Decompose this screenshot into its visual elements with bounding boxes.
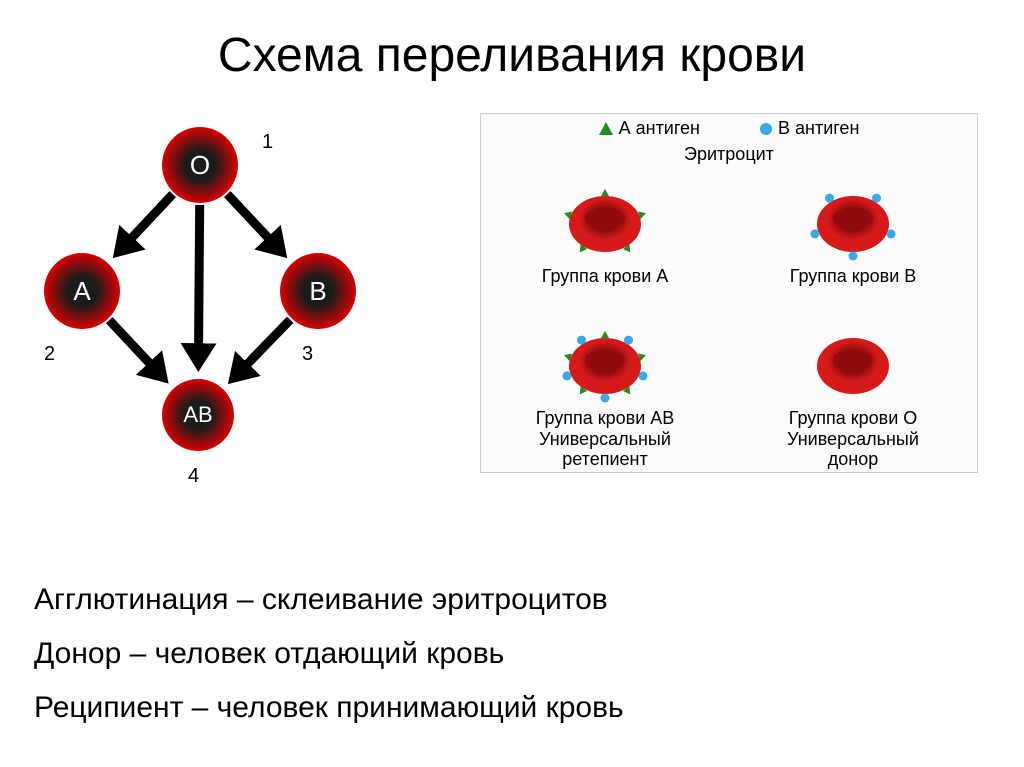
page-title: Схема переливания крови (0, 0, 1024, 83)
node-A: A (44, 253, 120, 329)
node-number-A: 2 (44, 343, 55, 366)
group-sublabel-O: Универсальный донор (787, 429, 919, 470)
transfusion-diagram: O 1 A 2 B 3 AB 4 (0, 113, 480, 513)
legend-a: А антиген (599, 118, 700, 139)
blood-groups-grid: Группа крови А Группа крови В Группа крови… (481, 170, 977, 470)
arrow-O-A (119, 194, 173, 251)
arrow-O-AB (198, 205, 199, 363)
definition-0: Агглютинация – склеивание эритроцитов (34, 573, 994, 627)
erythrocyte-label: Эритроцит (481, 144, 977, 165)
group-sublabel-AB: Универсальный ретепиент (539, 429, 671, 470)
node-number-AB: 4 (188, 465, 199, 488)
definitions: Агглютинация – склеивание эритроцитовДон… (34, 573, 994, 735)
group-A: Группа крови А (481, 170, 729, 312)
node-AB: AB (162, 379, 234, 451)
node-O: O (162, 127, 238, 203)
group-O: Группа крови ОУниверсальный донор (729, 312, 977, 470)
legend-a-label: А антиген (619, 118, 700, 139)
arrow-A-AB (109, 320, 162, 377)
legend-b-label: В антиген (778, 118, 859, 139)
group-AB: Группа крови АВУниверсальный ретепиент (481, 312, 729, 470)
arrow-B-AB (234, 320, 290, 378)
antigen-b-icon (760, 123, 772, 135)
legend-b: В антиген (760, 118, 859, 139)
definition-2: Реципиент – человек принимающий кровь (34, 681, 994, 735)
group-label-O: Группа крови О (789, 408, 918, 429)
group-B: Группа крови В (729, 170, 977, 312)
group-label-AB: Группа крови АВ (536, 408, 675, 429)
antigen-a-icon (599, 122, 613, 135)
node-B: B (280, 253, 356, 329)
node-number-B: 3 (302, 343, 313, 366)
antigen-panel: А антиген В антиген Эритроцит Группа кро… (480, 113, 978, 473)
node-number-O: 1 (262, 131, 273, 154)
arrow-O-B (227, 194, 281, 251)
definition-1: Донор – человек отдающий кровь (34, 627, 994, 681)
legend: А антиген В антиген (481, 118, 977, 139)
group-label-A: Группа крови А (542, 266, 669, 287)
group-label-B: Группа крови В (790, 266, 917, 287)
